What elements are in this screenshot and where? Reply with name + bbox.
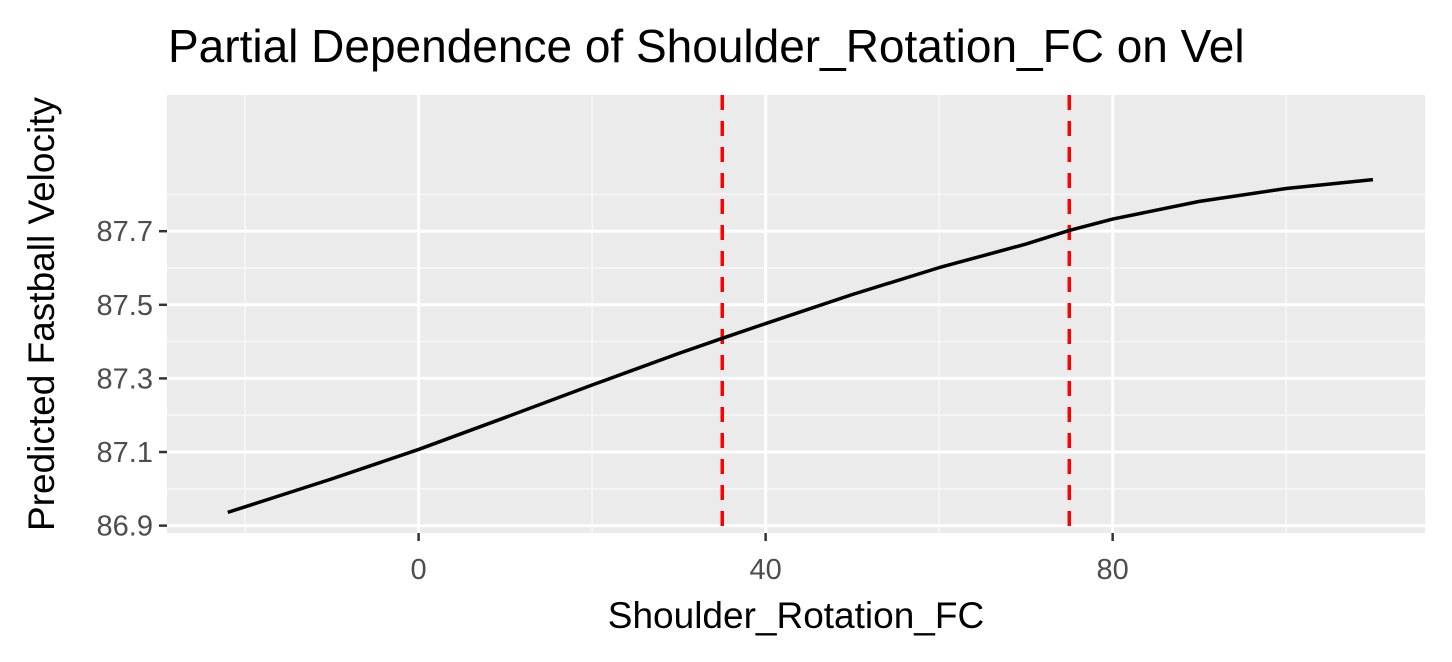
minor-grid: [167, 95, 1425, 533]
y-axis: 86.9 87.1 87.3 87.5 87.7: [97, 216, 167, 543]
x-tick-label: 0: [411, 554, 427, 586]
series-layer: [227, 177, 1374, 515]
chart-title: Partial Dependence of Shoulder_Rotation_…: [168, 20, 1245, 72]
y-tick-label: 87.7: [97, 216, 153, 248]
y-axis-label: Predicted Fastball Velocity: [21, 97, 62, 531]
x-tick-label: 80: [1097, 554, 1129, 586]
x-tick-label: 40: [750, 554, 782, 586]
major-grid: [167, 95, 1425, 533]
y-tick-label: 87.1: [97, 437, 153, 469]
y-tick-label: 87.3: [97, 363, 153, 395]
y-tick-label: 87.5: [97, 290, 153, 322]
x-axis-label: Shoulder_Rotation_FC: [608, 595, 984, 636]
x-axis: 0 40 80: [411, 533, 1129, 586]
y-tick-label: 86.9: [97, 511, 153, 543]
reference-lines: [720, 95, 1072, 533]
series-line: [227, 177, 1374, 515]
